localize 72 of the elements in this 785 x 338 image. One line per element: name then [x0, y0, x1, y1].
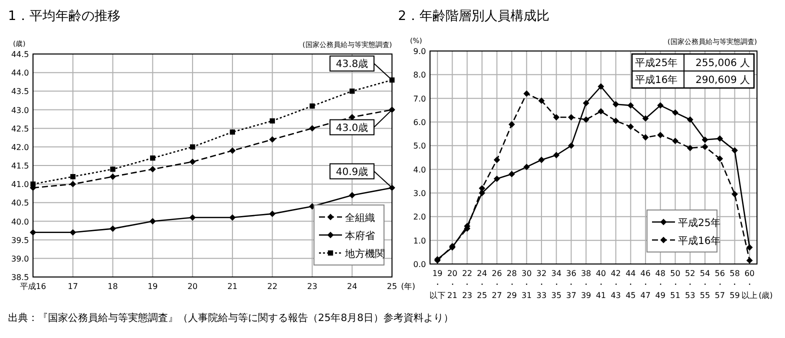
- x-tick-label: 40・41: [596, 269, 606, 300]
- x-tick-label: 58・59: [730, 269, 740, 300]
- y-tick-label: 44.0: [11, 68, 29, 78]
- y-tick-label: 9.0: [413, 47, 426, 56]
- x-tick-label: 19・以下: [429, 269, 446, 300]
- x-tick-label: 42・43: [610, 269, 621, 300]
- x-tick-label: 34・35: [551, 269, 562, 300]
- x-tick-label: 23: [307, 282, 318, 291]
- y-tick-label: 43.0: [11, 106, 29, 115]
- y-tick-label: 5.0: [413, 142, 426, 151]
- x-tick-label: 46・47: [640, 269, 651, 300]
- y-tick-label: 43.5: [11, 87, 29, 96]
- y-tick-label: 38.5: [11, 273, 29, 282]
- x-tick-label: 22: [267, 282, 278, 291]
- y-tick-label: 7.0: [413, 94, 426, 104]
- y-tick-label: 40.5: [11, 198, 29, 208]
- legend-label: 全組織: [345, 212, 375, 224]
- y-tick-label: 8.0: [413, 70, 426, 80]
- y-tick-label: 41.5: [11, 162, 29, 170]
- x-tick-label: 26・27: [492, 269, 502, 300]
- legend-label: 平成16年: [678, 235, 721, 247]
- y-tick-label: 42.5: [11, 124, 29, 134]
- y-tick-label: 42.0: [11, 142, 29, 152]
- y-tick-label: 41.0: [11, 180, 29, 190]
- annotation: 255,006 人: [695, 58, 750, 69]
- legend-label: 平成25年: [678, 217, 721, 229]
- x-tick-label: 21: [227, 282, 238, 291]
- y-tick-label: 2.0: [413, 212, 426, 222]
- x-tick-label: 17: [68, 282, 78, 291]
- annotation: 290,609 人: [695, 75, 750, 86]
- x-tick-label: 52・53: [685, 269, 696, 300]
- y-tick-label: 39.0: [11, 254, 29, 264]
- y-tick-label: 4.0: [413, 165, 426, 174]
- source-note: 出典：『国家公務員給与等実態調査』（人事院給与等に関する報告（25年8月8日）参考資料より）: [8, 312, 454, 324]
- annotation: 43.8歳: [336, 58, 368, 70]
- x-tick-label: 24: [347, 282, 358, 291]
- x-tick-label: 24・25: [476, 269, 488, 300]
- x-axis-title: (年): [401, 282, 416, 291]
- x-tick-label: 20・21: [447, 269, 458, 300]
- x-tick-label: 50・51: [670, 269, 680, 300]
- x-tick-label: 32・33: [536, 269, 547, 300]
- x-tick-label: 25: [386, 282, 398, 291]
- y-tick-label: 40.0: [11, 217, 29, 226]
- annotation: 43.0歳: [336, 122, 368, 134]
- x-tick-label: 22・23: [462, 269, 472, 300]
- x-tick-label: 28・29: [506, 269, 517, 300]
- y-tick-label: 6.0: [413, 118, 426, 127]
- chart-title: 2．年齢階層別人員構成比: [398, 9, 550, 24]
- x-tick-label: 60・以上: [742, 269, 758, 300]
- chart-title: 1．平均年齢の推移: [8, 9, 120, 24]
- annotation: 平成16年: [635, 74, 678, 86]
- x-tick-label: 48・49: [655, 269, 666, 300]
- y-tick-label: 39.5: [11, 236, 29, 245]
- x-tick-label: 38・39: [580, 269, 592, 300]
- x-tick-label: 54・55: [700, 269, 710, 300]
- x-axis-title: (歳): [758, 291, 773, 300]
- y-tick-label: 3.0: [413, 189, 426, 198]
- legend-label: 地方機関: [344, 248, 385, 260]
- legend-label: 本府省: [345, 230, 375, 242]
- x-tick-label: 36・37: [566, 269, 576, 300]
- x-tick-label: 18: [108, 282, 118, 291]
- x-tick-label: 19: [148, 282, 158, 291]
- x-tick-label: 30・31: [522, 269, 532, 300]
- annotation: 平成25年: [635, 57, 678, 69]
- x-tick-label: 20: [187, 282, 198, 291]
- x-tick-label: 44・45: [626, 269, 636, 300]
- x-tick-label: 56・57: [714, 269, 725, 300]
- x-tick-label: 平成16: [20, 282, 46, 291]
- y-tick-label: 44.5: [11, 50, 29, 59]
- y-tick-label: 0.0: [413, 260, 426, 269]
- annotation: 40.9歳: [336, 166, 368, 178]
- y-tick-label: 1.0: [413, 236, 426, 246]
